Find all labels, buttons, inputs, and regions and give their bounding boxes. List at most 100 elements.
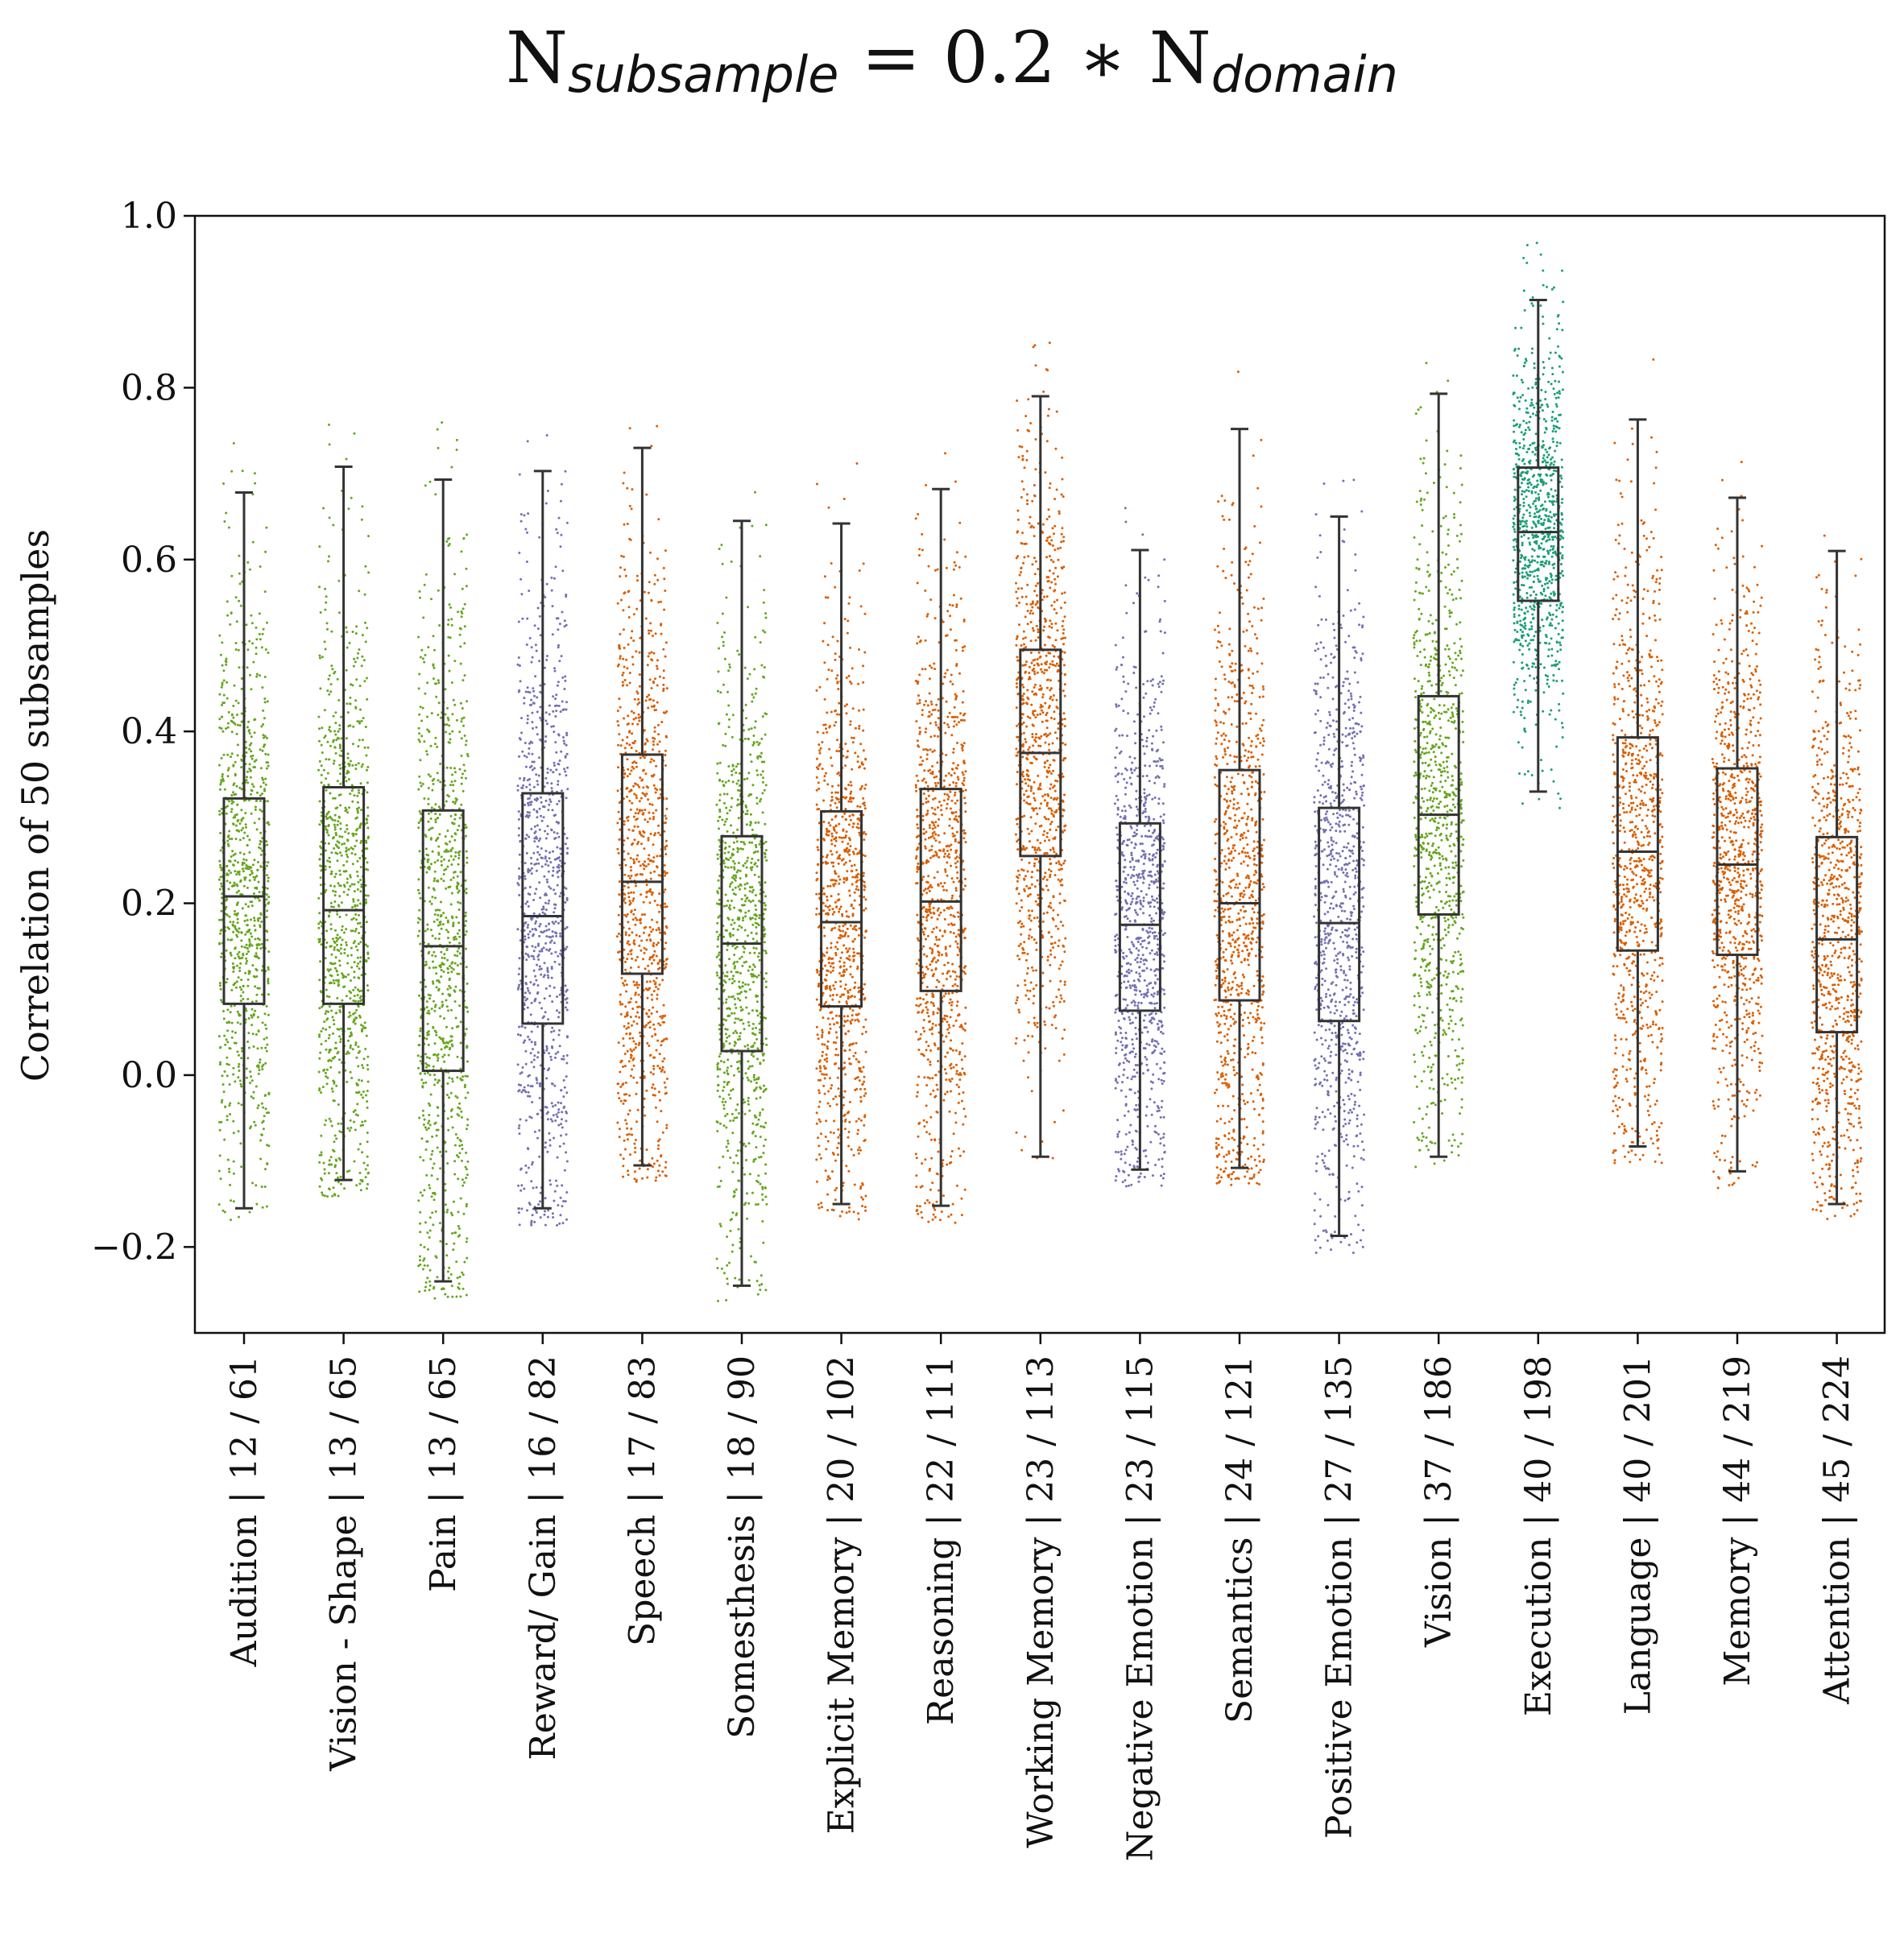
sample-point bbox=[354, 913, 358, 916]
sample-point bbox=[357, 942, 360, 946]
sample-point bbox=[540, 930, 543, 933]
sample-point bbox=[438, 813, 441, 816]
sample-point bbox=[420, 866, 423, 869]
sample-point bbox=[528, 797, 531, 800]
sample-point bbox=[356, 994, 359, 997]
sample-point bbox=[722, 1080, 726, 1083]
sample-point bbox=[248, 971, 251, 975]
sample-point bbox=[324, 608, 327, 611]
sample-point bbox=[351, 1048, 354, 1051]
sample-point bbox=[652, 944, 655, 947]
sample-point bbox=[638, 685, 641, 688]
sample-point bbox=[439, 1239, 442, 1243]
sample-point bbox=[226, 681, 229, 684]
sample-point bbox=[735, 1188, 738, 1191]
sample-point bbox=[352, 900, 355, 903]
sample-point bbox=[230, 954, 233, 957]
sample-point bbox=[250, 1125, 252, 1128]
sample-point bbox=[533, 694, 536, 697]
sample-point bbox=[327, 677, 330, 681]
sample-point bbox=[532, 687, 535, 690]
sample-point bbox=[743, 1028, 746, 1031]
sample-point bbox=[738, 980, 741, 983]
sample-point bbox=[454, 985, 457, 988]
sample-point bbox=[546, 768, 549, 771]
sample-point bbox=[626, 941, 629, 945]
sample-point bbox=[336, 840, 339, 843]
sample-point bbox=[364, 894, 367, 897]
sample-point bbox=[637, 860, 640, 863]
sample-point bbox=[449, 840, 451, 843]
sample-point bbox=[221, 683, 224, 686]
sample-point bbox=[545, 859, 548, 863]
sample-point bbox=[357, 988, 359, 991]
sample-point bbox=[564, 1200, 567, 1203]
sample-point bbox=[737, 1227, 740, 1231]
sample-point bbox=[643, 951, 646, 954]
sample-point bbox=[445, 848, 448, 851]
sample-point bbox=[428, 966, 431, 970]
sample-point bbox=[619, 1086, 623, 1088]
sample-point bbox=[626, 758, 629, 761]
sample-point bbox=[528, 636, 532, 639]
sample-point bbox=[245, 859, 248, 862]
sample-point bbox=[426, 928, 429, 931]
sample-point bbox=[328, 758, 331, 761]
sample-point bbox=[456, 972, 459, 975]
sample-point bbox=[253, 731, 256, 735]
sample-point bbox=[626, 523, 629, 525]
sample-point bbox=[628, 903, 631, 906]
sample-point bbox=[528, 590, 531, 593]
sample-point bbox=[226, 1115, 229, 1118]
sample-point bbox=[237, 976, 240, 979]
sample-point bbox=[255, 975, 259, 978]
sample-point bbox=[246, 781, 250, 784]
sample-point bbox=[247, 905, 250, 908]
sample-point bbox=[218, 813, 221, 816]
sample-point bbox=[638, 830, 641, 834]
sample-point bbox=[545, 929, 548, 932]
sample-point bbox=[356, 827, 359, 830]
sample-point bbox=[424, 1066, 428, 1069]
sample-point bbox=[257, 919, 260, 922]
sample-point bbox=[255, 952, 258, 955]
sample-point bbox=[645, 980, 648, 983]
sample-point bbox=[366, 768, 368, 772]
sample-point bbox=[436, 1081, 439, 1084]
sample-point bbox=[631, 931, 634, 934]
sample-point bbox=[360, 925, 363, 929]
sample-point bbox=[431, 1135, 434, 1138]
sample-point bbox=[324, 1071, 327, 1074]
sample-point bbox=[618, 733, 621, 736]
sample-point bbox=[763, 928, 766, 931]
sample-point bbox=[252, 1045, 255, 1048]
sample-point bbox=[623, 1024, 626, 1028]
sample-point bbox=[230, 810, 233, 813]
sample-point bbox=[240, 766, 243, 769]
sample-point bbox=[264, 783, 267, 786]
sample-point bbox=[536, 955, 540, 958]
sample-point bbox=[354, 1012, 357, 1015]
sample-point bbox=[622, 1165, 625, 1168]
sample-point bbox=[227, 767, 230, 770]
sample-point bbox=[751, 828, 754, 831]
sample-point bbox=[226, 775, 230, 778]
sample-point bbox=[536, 780, 539, 783]
sample-point bbox=[649, 760, 652, 764]
sample-point bbox=[664, 1086, 667, 1089]
sample-point bbox=[350, 1033, 353, 1036]
sample-point bbox=[519, 1167, 523, 1170]
sample-point bbox=[720, 1267, 723, 1270]
sample-point bbox=[536, 1051, 540, 1054]
sample-point bbox=[530, 1116, 533, 1119]
sample-point bbox=[545, 1045, 548, 1048]
sample-point bbox=[635, 981, 639, 984]
sample-point bbox=[357, 922, 359, 925]
sample-point bbox=[626, 912, 629, 916]
sample-point bbox=[632, 767, 635, 770]
sample-point bbox=[637, 716, 640, 719]
sample-point bbox=[565, 708, 568, 711]
sample-point bbox=[242, 853, 246, 855]
sample-point bbox=[518, 1124, 521, 1127]
sample-point bbox=[557, 1033, 561, 1037]
